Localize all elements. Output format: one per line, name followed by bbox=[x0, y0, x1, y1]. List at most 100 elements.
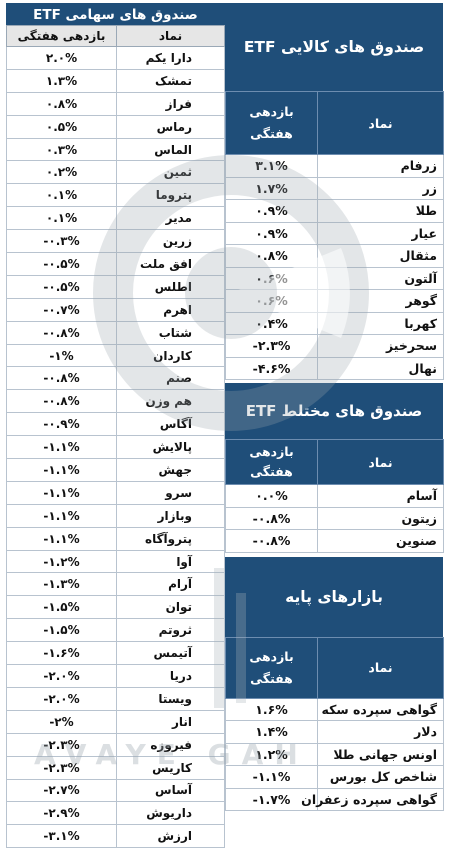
stock-etf-symbol-cell: آتیمس bbox=[116, 641, 225, 666]
stock-etf-row: -۱.۱% سرو bbox=[6, 480, 225, 505]
base-markets-title: بازارهای پایه bbox=[225, 556, 443, 637]
stock-etf-symbol-cell: هم وزن bbox=[116, 389, 225, 414]
base-markets-change-cell: ۱.۶% bbox=[225, 697, 318, 721]
stock-etf-change-cell: -۰.۵% bbox=[6, 252, 117, 276]
stock-etf-row: ۰.۳% الماس bbox=[6, 137, 225, 162]
stock-etf-title: صندوق های سهامی ETF bbox=[6, 3, 225, 26]
stock-etf-row: ۰.۵% رماس bbox=[6, 114, 225, 139]
stock-etf-row: ۰.۲% ثمین bbox=[6, 160, 225, 185]
stock-etf-symbol-cell: زرین bbox=[116, 229, 225, 254]
stock-etf-change-cell: -۲% bbox=[6, 709, 117, 734]
stock-etf-row: -۰.۹% آگاس bbox=[6, 412, 225, 437]
stock-etf-change-cell: ۰.۸% bbox=[6, 91, 117, 116]
stock-etf-table: صندوق های سهامی ETF بازدهی هفتگی نماد ۲.… bbox=[6, 3, 225, 848]
stock-etf-row: -۱.۵% ثروتم bbox=[6, 618, 225, 643]
stock-etf-row: ۰.۱% مدیر bbox=[6, 206, 225, 231]
stock-etf-change-cell: -۱.۵% bbox=[6, 595, 117, 620]
commodity-etf-table: بازدهی هفتگی نماد ۳.۱% زرفام ۱.۷% زر ۰.۹% طلا… bbox=[225, 91, 444, 380]
stock-etf-row: ۲.۰% دارا یکم bbox=[6, 46, 225, 70]
stock-etf-change-cell: -۰.۸% bbox=[6, 320, 117, 345]
base-col-symbol-header: نماد bbox=[317, 636, 444, 699]
stock-etf-change-cell: ۰.۳% bbox=[6, 137, 117, 162]
base-markets-change-cell: -۱.۱% bbox=[225, 765, 318, 789]
stock-etf-symbol-cell: شتاب bbox=[116, 320, 225, 345]
mixed-col-change-header: بازدهی هفتگی bbox=[225, 439, 318, 485]
stock-etf-change-cell: -۰.۳% bbox=[6, 229, 117, 254]
stock-etf-change-cell: -۲.۰% bbox=[6, 686, 117, 711]
commodity-etf-change-cell: -۴.۶% bbox=[225, 356, 318, 380]
stock-etf-symbol-cell: اطلس bbox=[116, 274, 225, 299]
stock-etf-change-cell: ۰.۱% bbox=[6, 206, 117, 231]
commodity-etf-symbol-cell: آلتون bbox=[317, 266, 444, 290]
stock-etf-change-cell: -۲.۹% bbox=[6, 801, 117, 826]
commodity-col-change-header: بازدهی هفتگی bbox=[225, 91, 318, 155]
stock-etf-symbol-cell: مدیر bbox=[116, 206, 225, 231]
base-markets-row: ۱.۲% اونس جهانی طلا bbox=[225, 742, 444, 766]
commodity-etf-row: ۰.۹% طلا bbox=[225, 199, 444, 223]
commodity-etf-row: ۰.۸% مثقال bbox=[225, 244, 444, 268]
base-markets-change-cell: ۱.۲% bbox=[225, 742, 318, 766]
commodity-etf-row: ۱.۷% زر bbox=[225, 176, 444, 200]
stock-etf-symbol-cell: داریوش bbox=[116, 801, 225, 826]
stock-etf-row: -۱.۱% جهش bbox=[6, 458, 225, 482]
stock-etf-symbol-cell: اهرم bbox=[116, 297, 225, 322]
base-markets-symbol-cell: گواهی سپرده سکه bbox=[317, 697, 444, 721]
commodity-etf-symbol-cell: نهال bbox=[317, 356, 444, 380]
commodity-etf-row: ۳.۱% زرفام bbox=[225, 154, 444, 178]
stock-etf-symbol-cell: ارزش bbox=[116, 824, 225, 848]
base-markets-symbol-cell: اونس جهانی طلا bbox=[317, 742, 444, 766]
base-markets-symbol-cell: دلار bbox=[317, 720, 444, 744]
stock-etf-change-cell: -۱.۳% bbox=[6, 572, 117, 597]
commodity-etf-symbol-cell: سحرخیز bbox=[317, 334, 444, 358]
stock-col-symbol-header: نماد bbox=[116, 25, 225, 47]
right-column: صندوق های کالایی ETF بازدهی هفتگی نماد ۳… bbox=[225, 3, 444, 812]
stock-etf-row: -۰.۸% صنم bbox=[6, 366, 225, 391]
stock-etf-symbol-cell: آرام bbox=[116, 572, 225, 597]
stock-etf-symbol-cell: ثروتم bbox=[116, 618, 225, 643]
stock-etf-row: -۱.۳% آرام bbox=[6, 572, 225, 597]
stock-etf-row: -۰.۸% شتاب bbox=[6, 320, 225, 345]
stock-etf-row: -۲.۷% آساس bbox=[6, 778, 225, 803]
stock-etf-change-cell: -۱.۱% bbox=[6, 480, 117, 505]
commodity-col-symbol-header: نماد bbox=[317, 91, 444, 155]
commodity-etf-symbol-cell: زرفام bbox=[317, 154, 444, 178]
stock-etf-symbol-cell: دارا یکم bbox=[116, 46, 225, 70]
stock-etf-symbol-cell: پتروما bbox=[116, 183, 225, 208]
commodity-etf-change-cell: ۳.۱% bbox=[225, 154, 318, 178]
report-container: صندوق های سهامی ETF بازدهی هفتگی نماد ۲.… bbox=[6, 3, 444, 848]
stock-etf-change-cell: -۲.۳% bbox=[6, 732, 117, 757]
stock-etf-row: -۱.۲% آوا bbox=[6, 549, 225, 574]
stock-etf-symbol-cell: پالایش bbox=[116, 435, 225, 460]
mixed-etf-change-cell: -۰.۸% bbox=[225, 529, 318, 553]
stock-etf-row: -۲% انار bbox=[6, 709, 225, 734]
stock-etf-change-cell: -۰.۸% bbox=[6, 366, 117, 391]
commodity-etf-row: ۰.۹% عیار bbox=[225, 221, 444, 245]
stock-etf-row: -۲.۰% ویستا bbox=[6, 686, 225, 711]
stock-etf-symbol-cell: فراز bbox=[116, 91, 225, 116]
mixed-etf-table: بازدهی هفتگی نماد ۰.۰% آسام -۰.۸% زیتون -۰.۸… bbox=[225, 439, 444, 553]
mixed-etf-change-cell: -۰.۸% bbox=[225, 506, 318, 530]
base-markets-symbol-cell: شاخص کل بورس bbox=[317, 765, 444, 789]
commodity-etf-change-cell: -۲.۳% bbox=[225, 334, 318, 358]
stock-etf-change-cell: -۳.۱% bbox=[6, 824, 117, 848]
base-markets-symbol-cell: گواهی سپرده زعفران bbox=[301, 787, 444, 811]
commodity-etf-symbol-cell: زر bbox=[317, 176, 444, 200]
stock-etf-change-cell: -۲.۰% bbox=[6, 664, 117, 688]
stock-etf-change-cell: ۰.۲% bbox=[6, 160, 117, 185]
base-markets-table: بازدهی هفتگی نماد ۱.۶% گواهی سپرده سکه ۱.۴… bbox=[225, 636, 444, 812]
stock-etf-change-cell: ۲.۰% bbox=[6, 46, 117, 70]
stock-etf-change-cell: -۱.۱% bbox=[6, 435, 117, 460]
stock-etf-change-cell: -۰.۷% bbox=[6, 297, 117, 322]
stock-etf-symbol-cell: انار bbox=[116, 709, 225, 734]
commodity-etf-row: -۲.۳% سحرخیز bbox=[225, 334, 444, 358]
base-markets-change-cell: -۱.۷% bbox=[225, 787, 318, 811]
stock-etf-row: -۲.۳% کاریس bbox=[6, 755, 225, 780]
stock-etf-symbol-cell: کاردان bbox=[116, 343, 225, 368]
stock-etf-row: -۰.۵% افق ملت bbox=[6, 252, 225, 276]
commodity-etf-change-cell: ۱.۷% bbox=[225, 176, 318, 200]
mixed-etf-symbol-cell: صنوین bbox=[317, 529, 444, 553]
mixed-etf-row: -۰.۸% زیتون bbox=[225, 506, 444, 530]
stock-etf-symbol-cell: پتروآگاه bbox=[116, 526, 225, 551]
stock-etf-row: -۱% کاردان bbox=[6, 343, 225, 368]
stock-etf-symbol-cell: آساس bbox=[116, 778, 225, 803]
